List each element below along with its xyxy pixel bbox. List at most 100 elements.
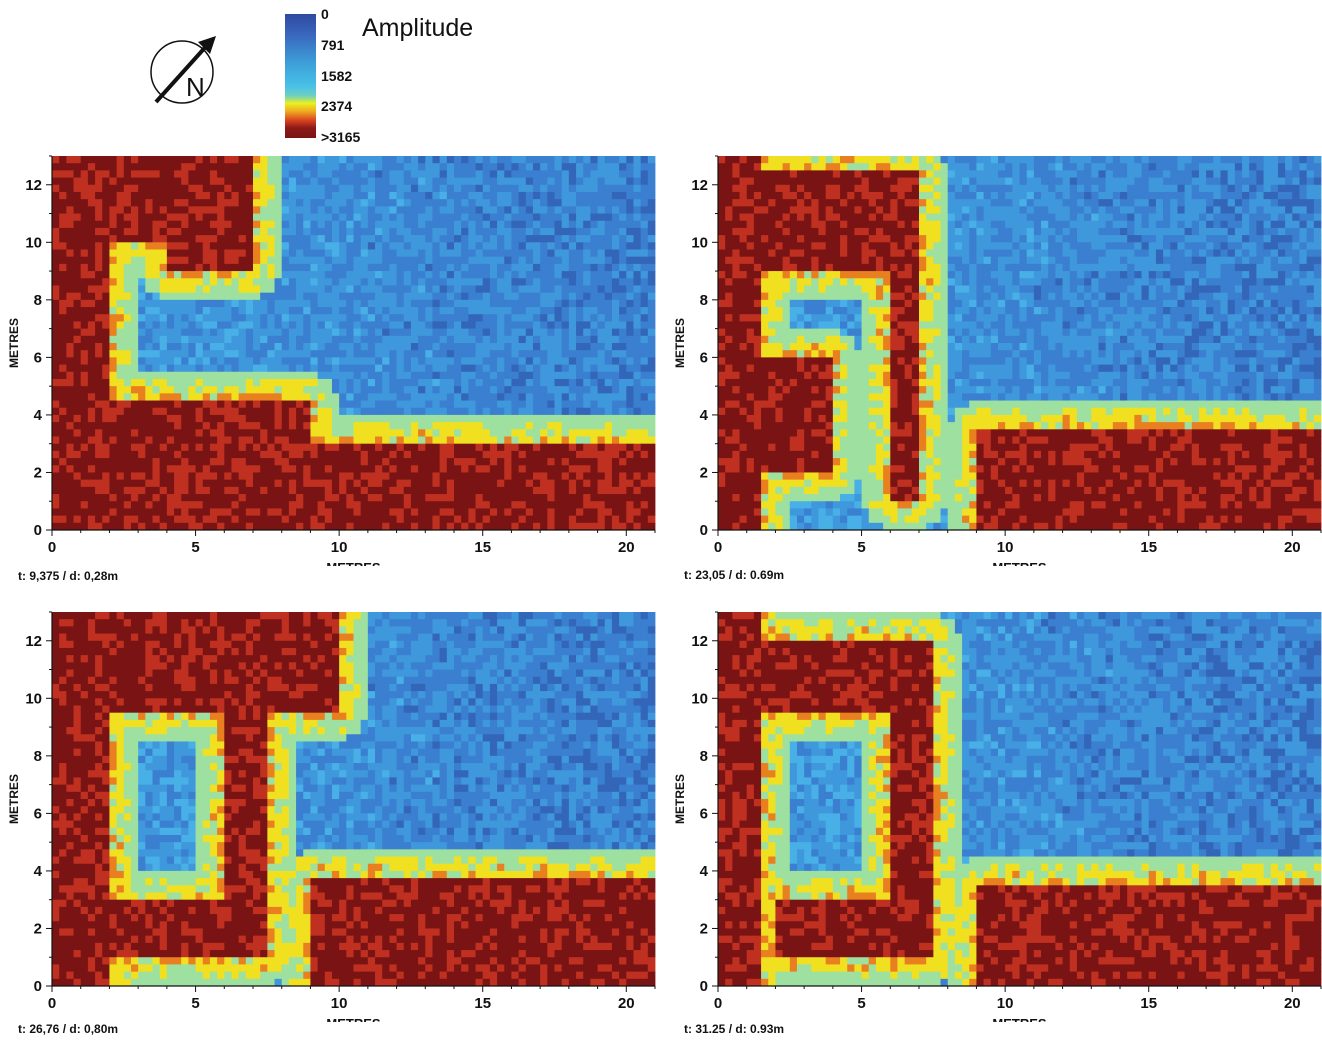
heatmap-cell [425,220,433,229]
heatmap-cell [382,429,390,437]
heatmap-cell [231,271,240,279]
heatmap-cell [540,378,548,387]
heatmap-cell [353,501,362,509]
heatmap-cell [116,314,125,322]
heatmap-cell [109,292,118,301]
heatmap-cell [138,213,146,222]
heatmap-cell [73,177,82,186]
heatmap-cell [626,486,634,495]
heatmap-cell [130,436,139,445]
heatmap-cell [633,256,642,265]
heatmap-cell [497,299,505,308]
heatmap-cell [202,436,211,445]
heatmap-cell [138,321,146,330]
heatmap-cell [518,465,527,473]
heatmap-cell [597,292,606,301]
heatmap-cell [188,378,196,387]
heatmap-cell [260,321,268,330]
heatmap-cell [382,299,390,308]
heatmap-cell [554,414,563,423]
heatmap-cell [583,191,591,200]
heatmap-cell [583,156,591,164]
heatmap-cell [260,213,268,222]
heatmap-cell [504,271,512,279]
heatmap-cell [130,378,139,387]
heatmap-cell [310,235,319,243]
heatmap-cell [425,357,433,365]
heatmap-cell [260,436,268,445]
heatmap-cell [130,256,139,265]
heatmap-cell [518,177,527,186]
heatmap-cell [224,328,232,337]
heatmap-cell [102,191,110,200]
heatmap-cell [102,184,110,193]
heatmap-cell [102,422,110,430]
heatmap-cell [475,199,484,207]
heatmap-cell [66,199,74,207]
heatmap-cell [410,299,419,308]
heatmap-cell [583,242,591,250]
heatmap-cell [604,472,613,481]
heatmap-cell [640,235,649,243]
heatmap-cell [339,242,347,250]
heatmap-cell [1263,156,1272,164]
heatmap-cell [568,213,577,222]
heatmap-cell [260,199,268,207]
heatmap-cell [181,199,189,207]
heatmap-cell [253,501,261,509]
heatmap-cell [382,407,390,416]
heatmap-cell [518,378,527,387]
heatmap-cell [468,343,476,351]
heatmap-cell [410,494,419,502]
heatmap-cell [231,191,240,200]
heatmap-cell [288,393,297,401]
heatmap-cell [497,307,505,315]
heatmap-cell [245,263,254,272]
heatmap-cell [145,443,153,452]
heatmap-cell [1220,177,1229,186]
heatmap-cell [360,429,369,437]
heatmap-cell [561,343,570,351]
heatmap-cell [561,494,570,502]
heatmap-cell [303,422,311,430]
heatmap-cell [482,156,491,164]
heatmap-cell [339,321,347,330]
heatmap-cell [152,407,161,416]
heatmap-cell [1270,184,1279,193]
heatmap-cell [511,177,520,186]
heatmap-cell [432,199,441,207]
heatmap-cell [561,177,570,186]
heatmap-cell [52,156,60,164]
heatmap-cell [382,335,390,344]
heatmap-cell [331,199,340,207]
heatmap-cell [181,271,189,279]
heatmap-cell [238,393,247,401]
heatmap-cell [367,486,376,495]
heatmap-cell [439,494,448,502]
heatmap-cell [540,400,548,409]
heatmap-cell [253,263,261,272]
heatmap-cell [868,184,877,193]
heatmap-cell [303,177,311,186]
heatmap-cell [360,307,369,315]
heatmap-cell [145,414,153,423]
heatmap-cell [619,371,627,380]
heatmap-cell [482,249,491,258]
heatmap-cell [296,443,304,452]
heatmap-cell [130,156,139,164]
heatmap-cell [274,508,283,517]
heatmap-cell [489,378,498,387]
heatmap-cell [425,378,433,387]
heatmap-cell [568,242,577,250]
heatmap-cell [152,184,161,193]
heatmap-cell [303,235,311,243]
heatmap-cell [576,501,584,509]
heatmap-cell [1098,170,1107,178]
heatmap-cell [95,156,103,164]
heatmap-cell [382,343,390,351]
heatmap-cell [59,508,67,517]
heatmap-cell [611,299,620,308]
heatmap-cell [102,378,110,387]
heatmap-cell [245,400,254,409]
heatmap-cell [195,343,204,351]
